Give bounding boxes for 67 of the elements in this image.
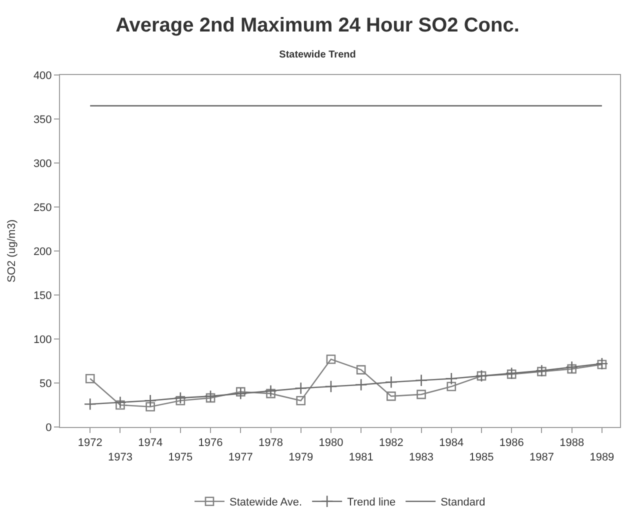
point (445, 372, 458, 385)
legend-label: Standard (440, 496, 486, 509)
point (176, 396, 186, 406)
point (567, 364, 576, 374)
point (506, 370, 516, 379)
x-tick-label: 1989 (590, 452, 614, 464)
point (174, 392, 187, 404)
point (384, 376, 398, 388)
point (294, 382, 308, 395)
x-tick-label: 1986 (499, 437, 524, 450)
point (266, 388, 276, 398)
y-tick-label: 350 (33, 114, 52, 126)
x-tick-label: 1988 (560, 437, 584, 450)
y-tick-label: 50 (40, 378, 52, 390)
point (114, 396, 126, 409)
point (446, 382, 456, 392)
point (264, 384, 277, 398)
x-tick-label: 1972 (78, 437, 102, 450)
point (386, 392, 396, 401)
x-tick-label: 1984 (439, 437, 464, 450)
point (566, 360, 578, 374)
x-tick-label: 1977 (228, 452, 253, 464)
legend-label: Statewide Ave. (230, 496, 302, 509)
point (356, 365, 366, 374)
y-tick-label: 250 (33, 202, 52, 214)
chart-title: Average 2nd Maximum 24 Hour SO2 Conc. (116, 14, 520, 37)
point (324, 380, 338, 393)
point (326, 354, 336, 364)
x-tick-label: 1975 (168, 452, 193, 464)
legend-label: Trend line (347, 496, 396, 509)
point (84, 398, 96, 410)
x-tick-label: 1982 (378, 437, 404, 450)
point (116, 400, 125, 410)
x-tick-label: 1987 (529, 452, 554, 464)
point (596, 357, 608, 370)
x-tick-label: 1983 (409, 452, 434, 464)
point (85, 374, 95, 384)
y-axis-title: SO2 (ug/m3) (6, 220, 18, 282)
x-tick-label: 1974 (138, 437, 163, 450)
point (206, 393, 216, 403)
y-tick-label: 100 (33, 334, 52, 346)
x-tick-label: 1985 (469, 452, 494, 464)
y-tick-label: 300 (33, 158, 52, 170)
point (236, 387, 246, 396)
point (204, 390, 217, 402)
point (416, 390, 426, 400)
y-tick-label: 0 (46, 422, 52, 434)
point (415, 374, 428, 387)
point (144, 394, 157, 407)
x-tick-label: 1973 (108, 452, 132, 464)
point (146, 402, 155, 412)
point (354, 378, 368, 392)
x-tick-label: 1979 (288, 452, 314, 464)
point (296, 396, 306, 406)
x-tick-label: 1978 (258, 437, 283, 450)
x-tick-label: 1980 (318, 437, 344, 450)
y-tick-label: 400 (33, 70, 52, 82)
x-tick-label: 1981 (348, 452, 374, 464)
chart-subtitle: Statewide Trend (279, 50, 356, 61)
y-tick-label: 200 (33, 246, 52, 258)
point (234, 387, 247, 400)
point (597, 360, 607, 370)
point (535, 364, 548, 377)
y-tick-label: 150 (33, 290, 52, 302)
x-tick-label: 1976 (198, 437, 223, 450)
point (537, 366, 546, 376)
point (505, 367, 518, 380)
